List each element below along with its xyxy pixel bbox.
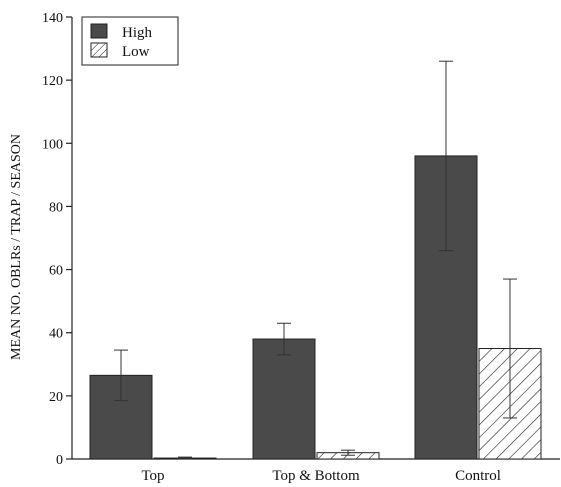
legend-swatch-low [90,42,108,58]
legend-label-low: Low [122,44,150,60]
legend-swatch-high [90,23,108,39]
y-tick-label: 0 [56,453,63,468]
x-category-label: Top [141,468,164,484]
x-category-label: Control [455,468,501,484]
bars [89,155,542,460]
x-axis-labels: Top Top & Bottom Control [141,468,500,484]
legend-label-high: High [122,25,153,41]
y-tick-label: 120 [42,74,63,89]
y-axis-ticks: 0 20 40 60 80 100 120 140 [42,11,72,468]
bar-high-1 [252,338,316,460]
y-axis-title: MEAN NO. OBLRs / TRAP / SEASON [9,134,24,360]
y-tick-label: 40 [49,327,63,342]
legend: High Low [81,16,179,66]
y-tick-label: 80 [49,200,63,215]
error-bars [114,60,517,460]
y-tick-label: 20 [49,390,63,405]
y-tick-label: 60 [49,264,63,279]
x-category-label: Top & Bottom [272,468,360,484]
y-tick-label: 100 [42,137,63,152]
y-tick-label: 140 [42,11,63,26]
